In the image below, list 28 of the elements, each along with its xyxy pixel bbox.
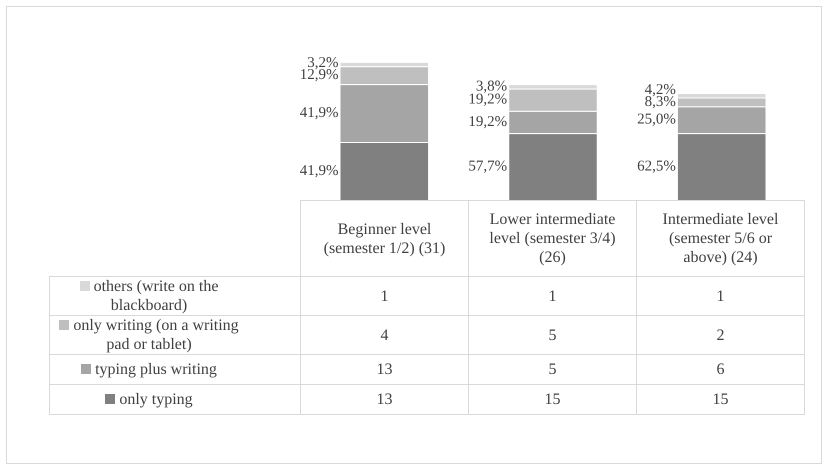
legend-label: only typing [50,384,300,414]
annotation: 4,2% [644,82,676,98]
legend-label: only writing (on a writing pad or tablet) [50,316,300,354]
data-label: 15 [636,384,804,414]
legend-label: others (write on the blackboard) [50,276,300,316]
data-label: 4 [300,316,468,354]
data-label: 2 [636,316,804,354]
x-tick-label: Beginner level (semester 1/2) (31) [300,200,468,276]
data-label: 5 [468,316,636,354]
data-label: 15 [468,384,636,414]
x-tick-label: Lower intermediate level (semester 3/4)(26) [468,200,636,276]
annotation: 41,9% [300,162,338,179]
data-label: 6 [636,354,804,384]
annotation: 62,5% [637,158,676,175]
x-tick-label: Intermediate level (semester 5/6 or above) (24) [636,200,804,276]
annotation: 19,2% [468,92,508,108]
annotation: 57,7% [468,158,508,175]
annotation: 41,9% [300,105,338,122]
data-label: 1 [300,276,468,316]
annotation: 25,0% [637,112,676,128]
legend-label: typing plus writing [50,354,300,384]
data-label: 1 [636,276,804,316]
annotation: 3,8% [476,78,508,94]
data-label: 5 [468,354,636,384]
data-label: 13 [300,354,468,384]
data-label: 1 [468,276,636,316]
annotation: 19,2% [468,114,508,130]
data-label: 13 [300,384,468,414]
